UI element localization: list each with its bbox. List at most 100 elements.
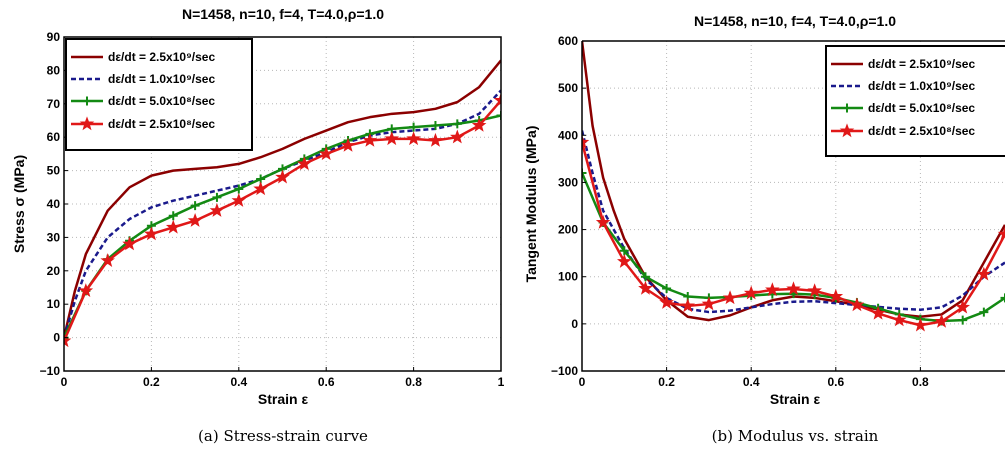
y-tick-label: 500 [558,81,578,95]
data-point [231,193,247,207]
y-tick-label: −10 [40,364,61,378]
data-point [891,312,907,327]
data-point [209,203,225,217]
stress-strain-chart: N=1458, n=10, f=4, T=4.0,ρ=1.0 0 0.2 0.4 0.… [11,6,505,445]
y-tick-label: 70 [47,97,61,111]
data-point [849,297,865,312]
series [582,134,1005,332]
data-point [958,315,968,325]
series [582,41,1005,322]
data-point [79,116,95,131]
data-point [318,146,334,161]
chart-title: N=1458, n=10, f=4, T=4.0,ρ=1.0 [694,13,896,29]
y-tick-label: 600 [558,34,578,48]
data-point [807,283,822,298]
data-point [187,213,203,227]
data-point [701,296,717,311]
data-point [82,96,92,106]
data-point [253,181,268,196]
data-point [64,333,72,348]
x-tick-label: 0.8 [912,375,929,389]
y-tick-label: 50 [47,164,61,178]
data-point [913,317,928,332]
data-point [428,132,443,147]
series [64,92,501,348]
data-point [638,280,653,295]
series [64,59,501,338]
y-tick-labels: −100 0 100 200 300 400 500 600 [551,34,586,378]
data-point [976,266,992,281]
data-point [870,305,886,320]
x-tick-label: 0.4 [230,375,247,389]
x-tick-label: 1 [498,375,505,389]
y-tick-label: 400 [558,128,578,142]
data-point [680,298,696,313]
legend-label: dε/dt = 2.5x10⁹/sec [108,50,215,64]
legend-label: dε/dt = 1.0x10⁹/sec [108,72,215,86]
legend: dε/dt = 2.5x10⁹/sec dε/dt = 1.0x10⁹/sec dε… [65,38,253,151]
y-axis-label: Stress σ (MPa) [11,155,27,253]
data-point [471,117,487,132]
y-tick-label: 30 [47,230,61,244]
x-tick-label: 0.6 [318,375,335,389]
data-point [78,283,94,298]
data-point [406,131,421,146]
data-point [842,103,852,113]
data-point [640,272,650,282]
data-point [409,122,419,132]
series-line [64,59,501,338]
data-point [582,168,587,178]
data-point [452,119,462,129]
y-tick-label: 0 [571,317,578,331]
y-tick-label: 10 [47,297,61,311]
data-point [979,307,989,317]
chart-caption: (b) Modulus vs. strain [712,427,879,445]
legend: dε/dt = 2.5x10⁹/sec dε/dt = 1.0x10⁹/sec dε… [825,45,1005,157]
y-tick-label: 60 [47,130,61,144]
data-point [496,110,501,120]
data-point [384,131,400,146]
data-point [450,129,465,144]
x-axis-label: Strain ε [770,391,821,407]
y-tick-label: 0 [53,331,60,345]
data-point [743,285,759,300]
legend-label: dε/dt = 1.0x10⁹/sec [868,79,975,93]
x-tick-label: 0.4 [743,375,760,389]
data-point [955,299,970,314]
data-point [1000,293,1005,303]
y-tick-label: −100 [551,364,578,378]
legend-label: dε/dt = 2.5x10⁸/sec [108,117,215,131]
data-point [493,92,501,107]
data-point [934,313,949,328]
y-axis-label: Tangent Modulus (MPa) [523,126,539,283]
chart-title: N=1458, n=10, f=4, T=4.0,ρ=1.0 [182,6,384,22]
y-tick-labels: −10 0 10 20 30 40 50 60 70 80 90 [40,30,68,378]
data-point [659,294,674,309]
data-point [165,219,181,234]
data-point [722,290,738,305]
data-point [595,214,611,229]
y-tick-label: 300 [558,175,578,189]
data-point [786,281,801,296]
series-group [64,59,501,348]
x-tick-label: 0.2 [143,375,160,389]
legend-label: dε/dt = 5.0x10⁸/sec [868,101,975,115]
y-tick-label: 200 [558,223,578,237]
x-tick-label: 0.8 [405,375,422,389]
data-point [122,236,137,251]
data-point [234,184,244,194]
data-point [619,246,629,256]
x-tick-label: 0.2 [658,375,675,389]
data-point [340,137,356,152]
legend-label: dε/dt = 5.0x10⁸/sec [108,94,215,108]
y-tick-label: 100 [558,270,578,284]
data-point [297,156,312,171]
data-point [144,226,159,241]
x-tick-label: 0 [61,375,68,389]
data-point [430,121,440,131]
y-tick-label: 20 [47,264,61,278]
data-point [100,253,115,267]
x-tick-labels: 0 0.2 0.4 0.6 0.8 [579,367,929,389]
series-line [582,41,1005,322]
